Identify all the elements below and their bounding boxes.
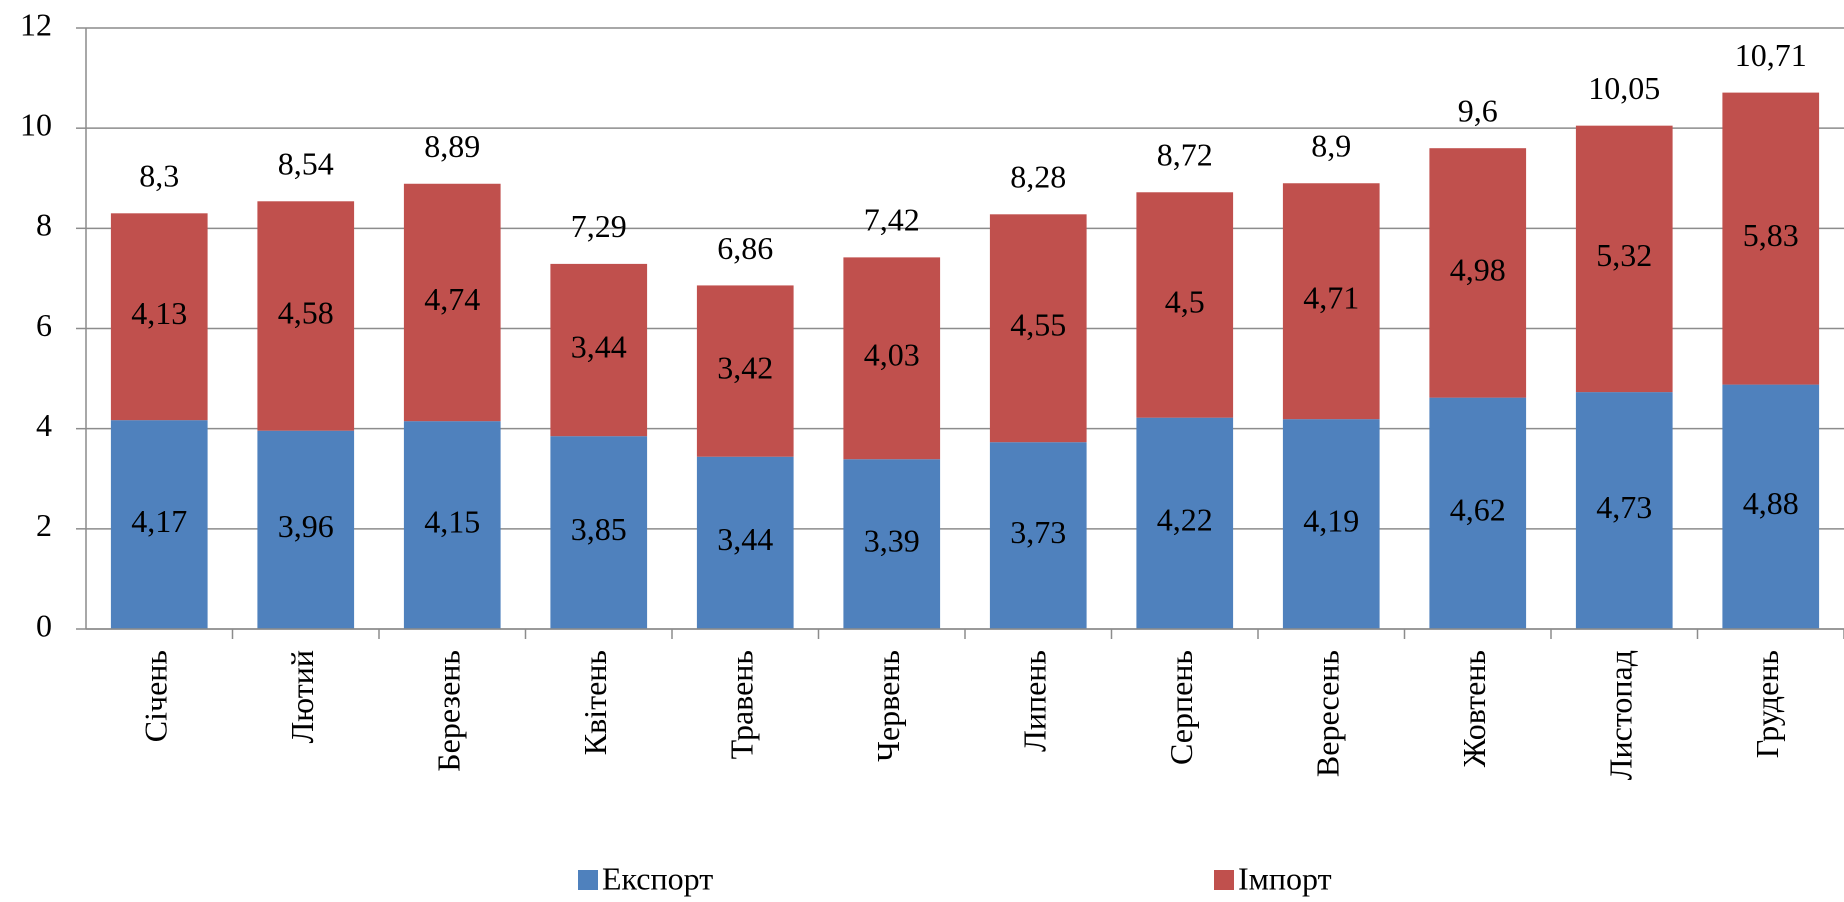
x-tick-label: Серпень [1163,650,1199,765]
y-tick-label: 0 [36,607,52,643]
bar-segment [989,214,1087,443]
bar-segment [403,421,501,629]
total-label: 8,3 [139,158,179,194]
value-label: 4,98 [1450,251,1506,287]
x-tick-label: Квітень [577,650,613,755]
y-tick-label: 6 [36,307,52,343]
value-label: 4,58 [278,294,334,330]
bar-segment [550,263,648,437]
bar-segment [1722,384,1820,629]
value-label: 4,13 [131,295,187,331]
y-tick-label: 10 [20,107,52,143]
value-label: 5,32 [1596,237,1652,273]
total-label: 8,89 [424,128,480,164]
bar-segment [110,420,208,629]
value-label: 4,62 [1450,492,1506,528]
value-label: 3,42 [717,349,773,385]
value-label: 4,17 [131,503,187,539]
bar-segment [1282,183,1380,420]
bar-segment [403,183,501,422]
bar-segment [696,285,794,457]
x-tick-label: Червень [870,650,906,762]
value-label: 4,03 [864,337,920,373]
value-label: 4,55 [1010,307,1066,343]
legend-swatch [1214,870,1234,890]
value-label: 3,73 [1010,514,1066,550]
value-label: 4,22 [1157,502,1213,538]
bar-segment [989,442,1087,629]
bar-segment [1722,92,1820,385]
value-label: 4,74 [424,281,480,317]
x-tick-label: Травень [724,650,760,759]
y-tick-label: 2 [36,507,52,543]
value-label: 3,39 [864,522,920,558]
value-label: 4,15 [424,503,480,539]
value-label: 3,85 [571,511,627,547]
y-tick-label: 12 [20,6,52,42]
bar-segment [696,456,794,629]
bar-segment [1136,192,1234,418]
value-label: 4,5 [1165,283,1205,319]
legend-swatch [578,870,598,890]
total-label: 7,29 [571,208,627,244]
total-label: 9,6 [1458,93,1498,129]
x-tick-label: Жовтень [1456,650,1492,767]
x-tick-label: Січень [138,650,174,742]
bar-segment [1136,417,1234,629]
x-tick-label: Березень [431,650,467,772]
total-label: 8,54 [278,146,334,182]
bar-segment [257,430,355,629]
bar-segment [1282,419,1380,629]
total-label: 6,86 [717,230,773,266]
bar-segment [1429,148,1527,398]
y-tick-label: 8 [36,207,52,243]
x-tick-label: Вересень [1310,650,1346,777]
value-label: 3,96 [278,508,334,544]
bar-segment [1575,125,1673,393]
x-tick-label: Грудень [1749,650,1785,758]
bar-segment [110,213,208,421]
bar-segment [550,436,648,629]
value-label: 3,44 [717,521,773,557]
total-label: 8,72 [1157,137,1213,173]
bar-segment [1429,397,1527,629]
bar-segment [1575,392,1673,629]
total-label: 8,28 [1010,159,1066,195]
total-label: 7,42 [864,202,920,238]
bar-segment [257,201,355,431]
legend-label: Експорт [602,860,713,896]
value-label: 4,88 [1743,485,1799,521]
x-tick-label: Листопад [1603,650,1639,780]
x-tick-label: Липень [1017,650,1053,752]
x-tick-label: Лютий [284,650,320,743]
total-label: 10,71 [1735,37,1807,73]
value-label: 3,44 [571,328,627,364]
value-label: 5,83 [1743,217,1799,253]
y-tick-label: 4 [36,407,52,443]
bar-segment [843,257,941,460]
legend-label: Імпорт [1238,860,1332,896]
bar-segment [843,459,941,629]
value-label: 4,71 [1303,280,1359,316]
total-label: 10,05 [1588,70,1660,106]
value-label: 4,73 [1596,489,1652,525]
total-label: 8,9 [1311,128,1351,164]
value-label: 4,19 [1303,502,1359,538]
